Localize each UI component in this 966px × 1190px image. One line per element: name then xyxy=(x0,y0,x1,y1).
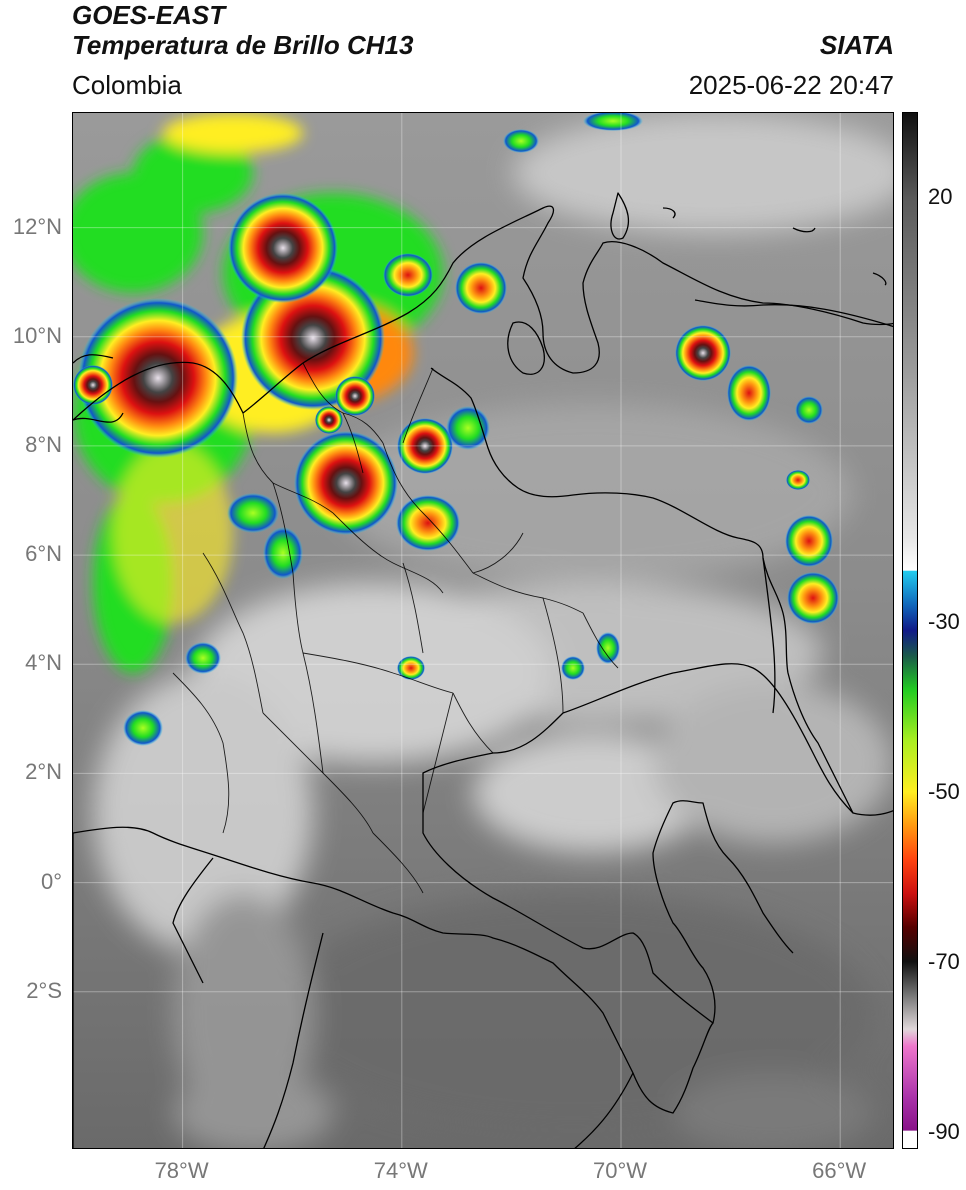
latitude-tick-label: 8°N xyxy=(25,431,62,457)
storm-core xyxy=(73,365,113,405)
colorbar-tick-label: -50 xyxy=(928,779,960,804)
organization-label: SIATA xyxy=(819,30,894,60)
latitude-tick-label: 12°N xyxy=(12,213,62,239)
storm-cell xyxy=(787,572,839,624)
product-title: Temperatura de Brillo CH13 xyxy=(72,30,414,60)
storm-cell xyxy=(786,470,810,490)
storm-cell xyxy=(583,113,643,131)
latitude-tick-label: 2°S xyxy=(26,977,62,1003)
graticule xyxy=(73,113,893,1148)
latitude-tick-label: 6°N xyxy=(25,541,62,567)
storm-cell xyxy=(396,495,460,551)
storm-core xyxy=(78,298,238,458)
storm-cell xyxy=(596,632,620,664)
storm-cell xyxy=(785,515,833,567)
storm-cell xyxy=(383,253,433,297)
storm-cell xyxy=(185,642,221,674)
storm-cell xyxy=(397,656,425,680)
colorbar-tick-label: -30 xyxy=(928,609,960,634)
storm-core xyxy=(397,418,453,474)
storm-core xyxy=(675,325,731,381)
storm-cell xyxy=(123,710,163,746)
latitude-tick-label: 2°N xyxy=(25,759,62,785)
satellite-map[interactable] xyxy=(72,112,894,1149)
colorbar-tick-label: -70 xyxy=(928,949,960,974)
storm-cell xyxy=(263,527,303,579)
storm-core xyxy=(335,376,375,416)
storm-cell xyxy=(227,493,279,533)
storm-cell xyxy=(503,129,539,153)
department-borders xyxy=(172,362,619,894)
storm-core xyxy=(315,406,343,434)
colorbar xyxy=(902,112,918,1149)
latitude-tick-label: 10°N xyxy=(12,322,62,348)
storm-cell xyxy=(561,656,585,680)
colorbar-tick-label: 20 xyxy=(928,184,953,209)
longitude-tick-label: 70°W xyxy=(592,1158,648,1183)
colorbar-tick-label: -90 xyxy=(928,1119,960,1144)
storm-cell xyxy=(795,396,823,424)
storm-core xyxy=(228,193,338,303)
storm-cell xyxy=(446,406,490,450)
timestamp-label: 2025-06-22 20:47 xyxy=(688,70,894,100)
borders xyxy=(73,192,893,1148)
satellite-title: GOES-EAST xyxy=(72,0,226,30)
latitude-tick-label: 4°N xyxy=(25,650,62,676)
storm-core xyxy=(294,431,398,535)
longitude-tick-label: 74°W xyxy=(373,1158,428,1183)
storm-cell xyxy=(455,262,507,314)
longitude-tick-label: 66°W xyxy=(812,1158,867,1183)
longitude-tick-label: 78°W xyxy=(154,1158,209,1183)
latitude-tick-label: 0° xyxy=(40,868,62,894)
region-label: Colombia xyxy=(72,70,182,100)
storm-cell xyxy=(727,365,771,421)
map-canvas xyxy=(73,113,893,1148)
